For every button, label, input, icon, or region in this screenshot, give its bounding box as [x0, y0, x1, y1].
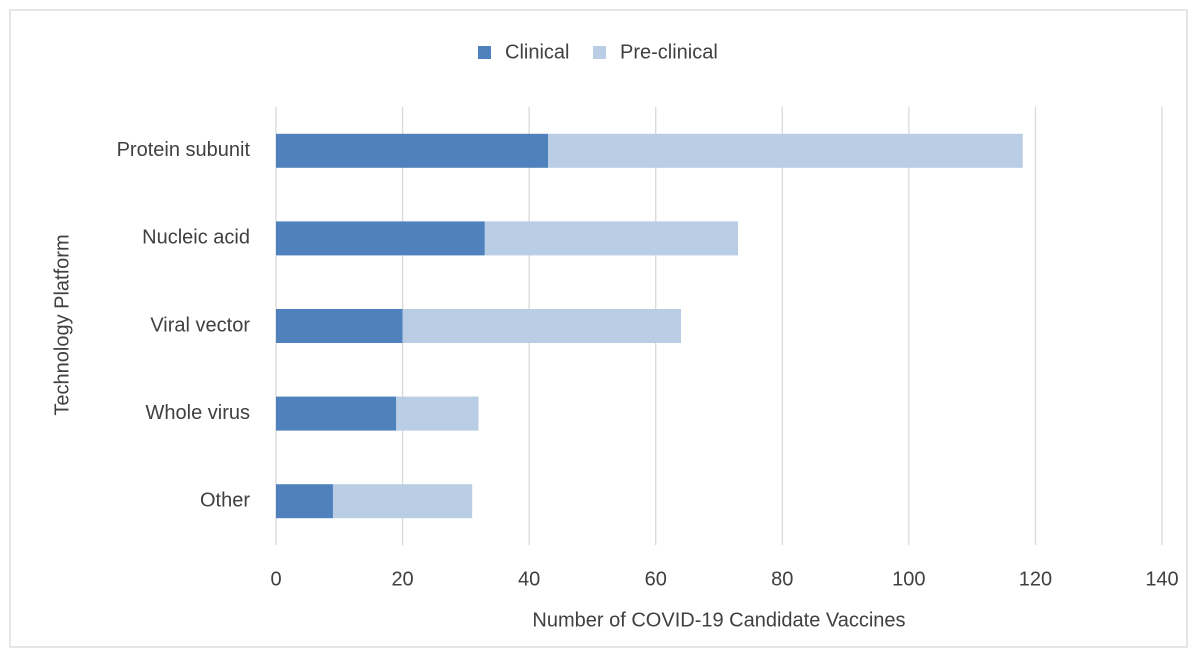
x-tick-label: 80 [771, 568, 793, 590]
bar-segment [276, 309, 403, 343]
x-tick-label: 40 [518, 568, 540, 590]
bar-segment [402, 309, 682, 343]
bar-segment [396, 396, 479, 431]
bar-segment [548, 133, 1023, 168]
bar-segment [276, 484, 333, 519]
y-tick-label: Other [200, 489, 250, 511]
y-axis-title: Technology Platform [51, 234, 73, 415]
bar-segment [276, 396, 397, 431]
bar-segment [276, 221, 485, 256]
legend-swatch [593, 46, 606, 59]
bar-segment [332, 484, 473, 519]
x-tick-label: 120 [1019, 568, 1052, 590]
legend-label: Pre-clinical [620, 41, 718, 63]
y-tick-label: Whole virus [146, 402, 250, 424]
x-tick-label: 0 [270, 568, 281, 590]
x-tick-label: 60 [645, 568, 667, 590]
legend-label: Clinical [505, 41, 569, 63]
x-tick-label: 20 [391, 568, 413, 590]
y-tick-label: Nucleic acid [142, 227, 250, 249]
y-tick-label: Protein subunit [117, 139, 251, 161]
bar-segment [276, 133, 549, 168]
x-axis-title: Number of COVID-19 Candidate Vaccines [532, 609, 905, 631]
y-tick-label: Viral vector [150, 314, 250, 336]
x-tick-label: 140 [1145, 568, 1178, 590]
legend-swatch [478, 46, 491, 59]
x-tick-label: 100 [892, 568, 925, 590]
bar-segment [484, 221, 738, 256]
